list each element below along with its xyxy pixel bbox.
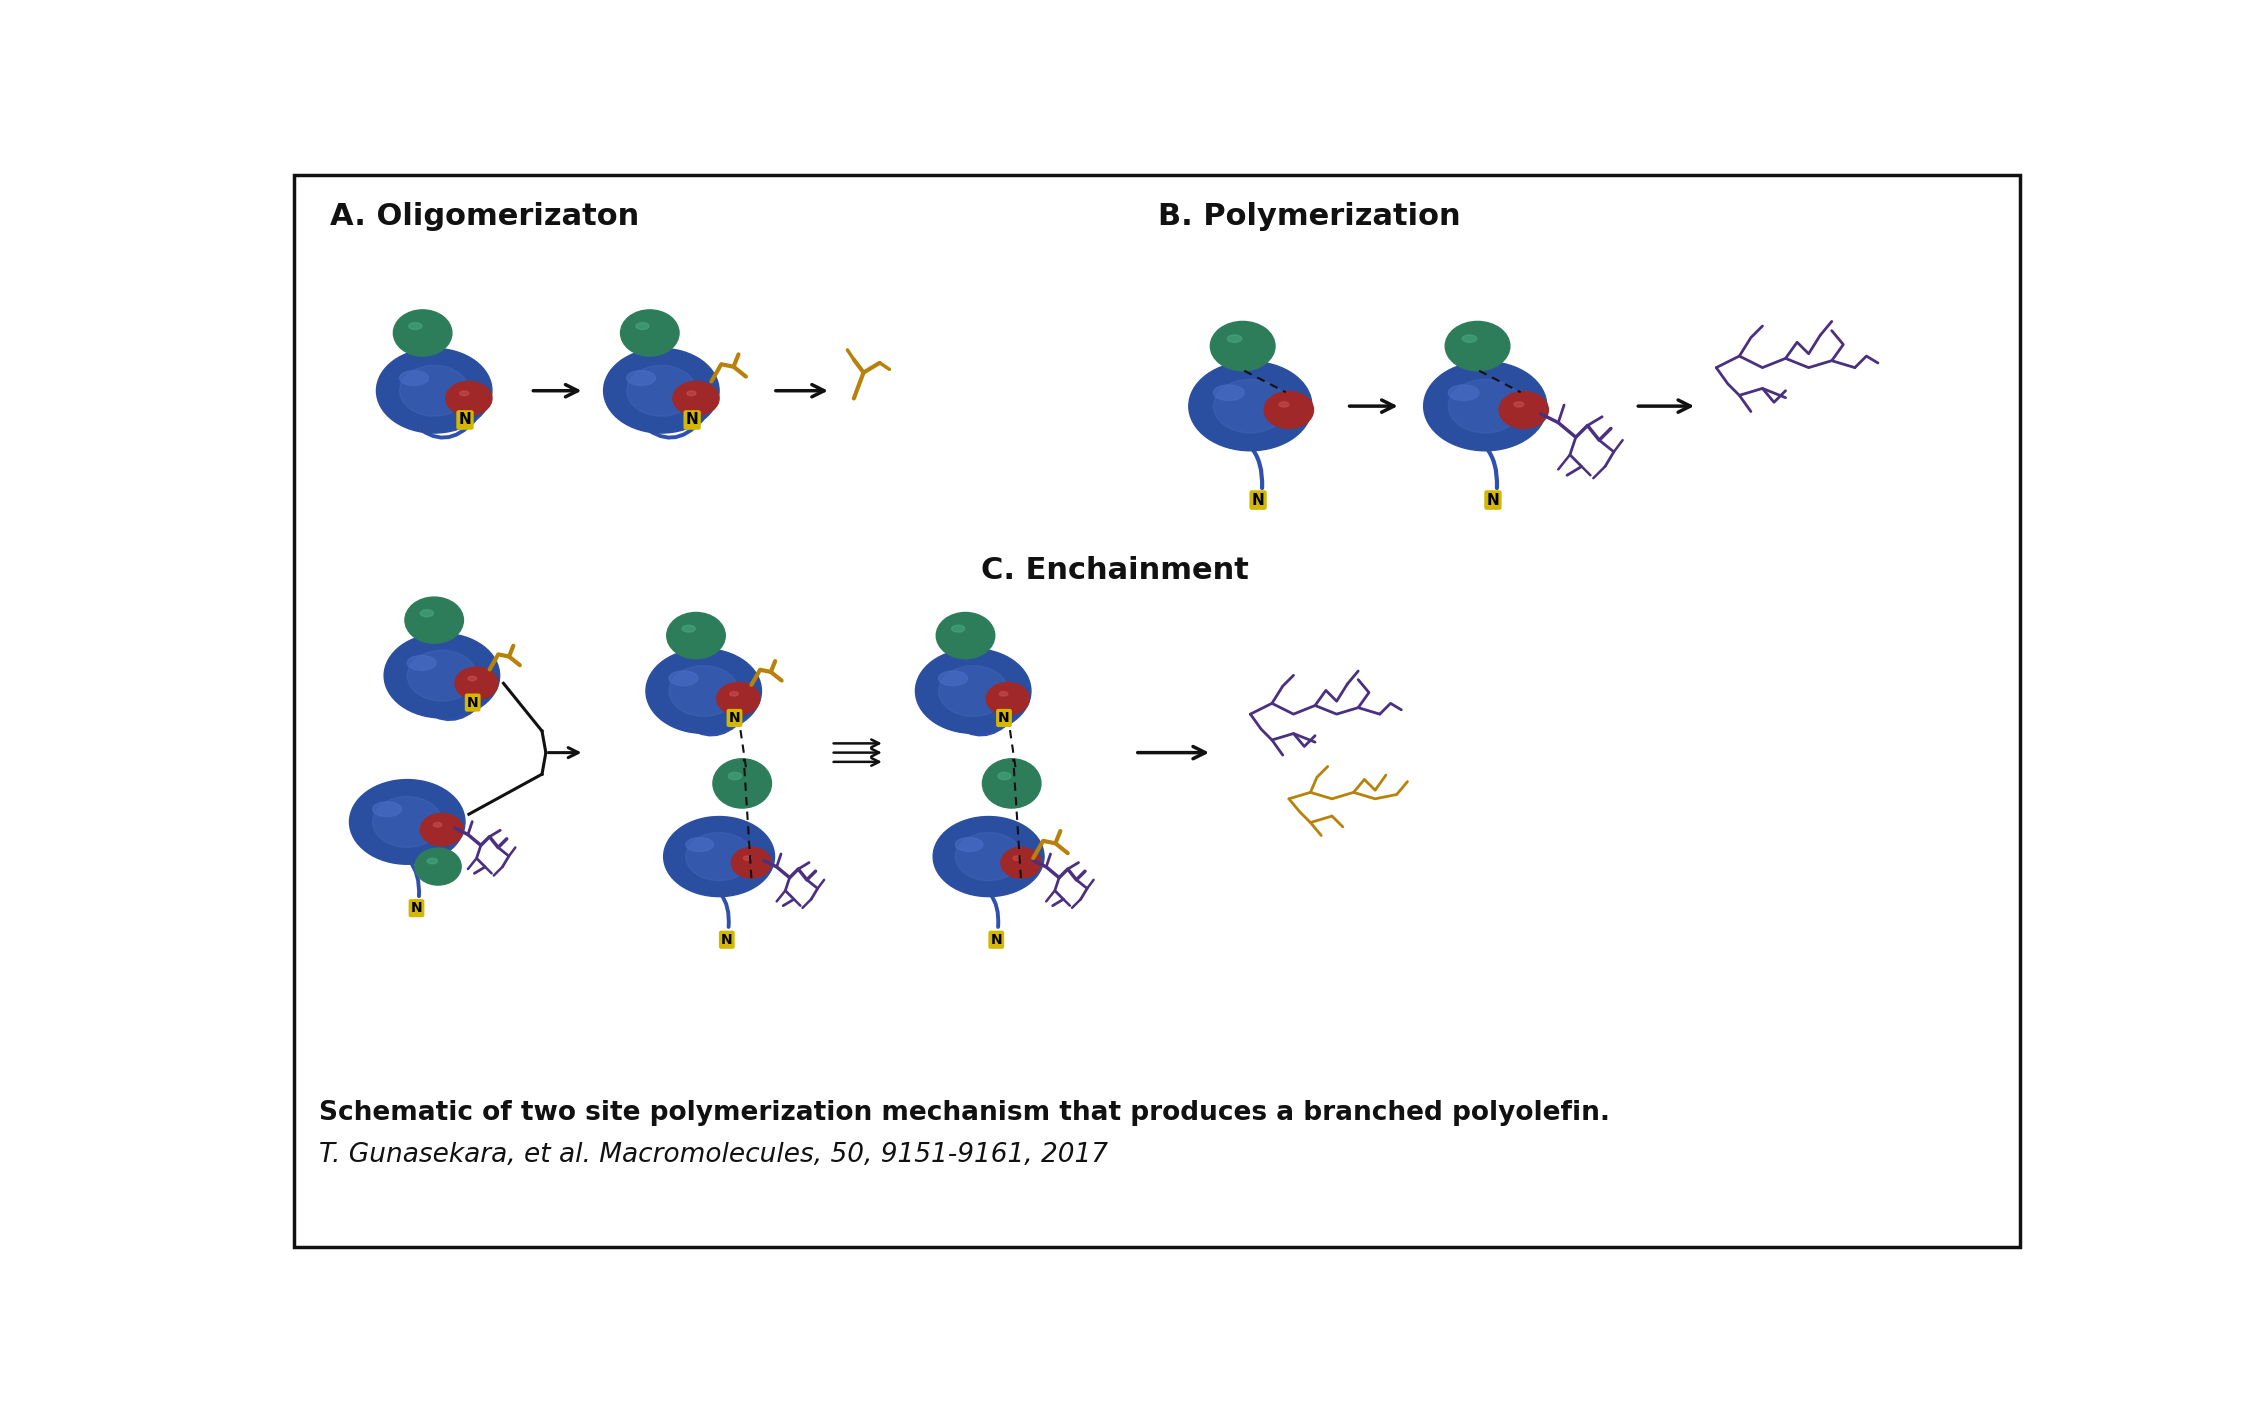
FancyArrowPatch shape [960,879,998,926]
Ellipse shape [1447,379,1522,432]
Ellipse shape [1264,391,1314,428]
Ellipse shape [686,391,695,396]
Text: B. Polymerization: B. Polymerization [1158,203,1461,231]
FancyArrowPatch shape [641,420,702,438]
Ellipse shape [668,666,738,717]
Ellipse shape [377,348,492,434]
Ellipse shape [982,759,1041,808]
Ellipse shape [939,666,1007,717]
Ellipse shape [434,822,443,826]
Ellipse shape [621,310,680,356]
Ellipse shape [420,814,463,846]
Ellipse shape [373,801,402,817]
Ellipse shape [1463,335,1477,342]
Ellipse shape [1447,384,1479,400]
Ellipse shape [628,365,695,417]
FancyArrowPatch shape [689,879,729,926]
Text: N: N [1251,493,1264,507]
Ellipse shape [406,656,436,670]
Ellipse shape [1513,401,1524,407]
Ellipse shape [420,610,434,617]
Ellipse shape [1000,691,1007,696]
Ellipse shape [716,683,761,715]
Ellipse shape [415,848,461,886]
Ellipse shape [729,773,741,780]
Ellipse shape [637,322,648,329]
Ellipse shape [664,817,774,897]
Ellipse shape [686,832,752,880]
Text: N: N [458,413,472,428]
FancyArrowPatch shape [413,420,474,438]
FancyArrowPatch shape [1445,429,1497,489]
Ellipse shape [998,773,1012,780]
Ellipse shape [668,670,698,686]
Ellipse shape [1499,391,1549,428]
Ellipse shape [1445,321,1511,370]
Ellipse shape [714,759,772,808]
Ellipse shape [1423,362,1547,451]
Ellipse shape [933,817,1043,897]
FancyArrowPatch shape [420,704,481,719]
Text: N: N [686,413,698,428]
Text: N: N [1486,493,1499,507]
Ellipse shape [1188,362,1312,451]
Ellipse shape [732,848,772,879]
FancyArrowPatch shape [375,845,420,895]
Ellipse shape [937,612,996,659]
Text: N: N [991,932,1003,946]
Text: A. Oligomerizaton: A. Oligomerizaton [330,203,639,231]
Ellipse shape [673,382,718,415]
Text: N: N [998,711,1009,725]
Ellipse shape [454,667,499,700]
Ellipse shape [666,612,725,659]
Ellipse shape [951,625,964,632]
Ellipse shape [682,625,695,632]
Ellipse shape [955,832,1023,880]
Ellipse shape [1000,848,1041,879]
Ellipse shape [1278,401,1289,407]
Text: T. Gunasekara, et al. Macromolecules, 50, 9151-9161, 2017: T. Gunasekara, et al. Macromolecules, 50… [318,1142,1109,1169]
Ellipse shape [393,310,452,356]
Text: N: N [729,711,741,725]
Text: Schematic of two site polymerization mechanism that produces a branched polyolef: Schematic of two site polymerization mec… [318,1100,1610,1126]
Ellipse shape [1228,335,1242,342]
Ellipse shape [409,322,422,329]
FancyArrowPatch shape [1210,429,1262,489]
Ellipse shape [406,650,476,701]
Ellipse shape [603,348,718,434]
Ellipse shape [914,649,1032,734]
Ellipse shape [1213,384,1244,400]
FancyArrowPatch shape [953,719,1012,735]
Ellipse shape [461,391,470,396]
Ellipse shape [628,370,655,386]
Ellipse shape [427,859,438,865]
Ellipse shape [646,649,761,734]
Text: N: N [720,932,732,946]
Ellipse shape [400,370,429,386]
Ellipse shape [373,797,443,848]
Ellipse shape [987,683,1030,715]
FancyArrowPatch shape [682,719,743,735]
Ellipse shape [384,634,499,718]
Ellipse shape [1014,856,1021,860]
Ellipse shape [445,382,492,415]
Ellipse shape [467,676,476,680]
Ellipse shape [743,856,752,860]
Text: N: N [467,696,479,710]
Ellipse shape [686,838,714,852]
Ellipse shape [1213,379,1287,432]
Ellipse shape [400,365,470,417]
Ellipse shape [404,597,463,643]
Ellipse shape [729,691,738,696]
Ellipse shape [955,838,982,852]
Ellipse shape [350,780,465,865]
Ellipse shape [939,670,966,686]
Text: C. Enchainment: C. Enchainment [980,556,1249,586]
Text: N: N [411,901,422,915]
Ellipse shape [1210,321,1276,370]
